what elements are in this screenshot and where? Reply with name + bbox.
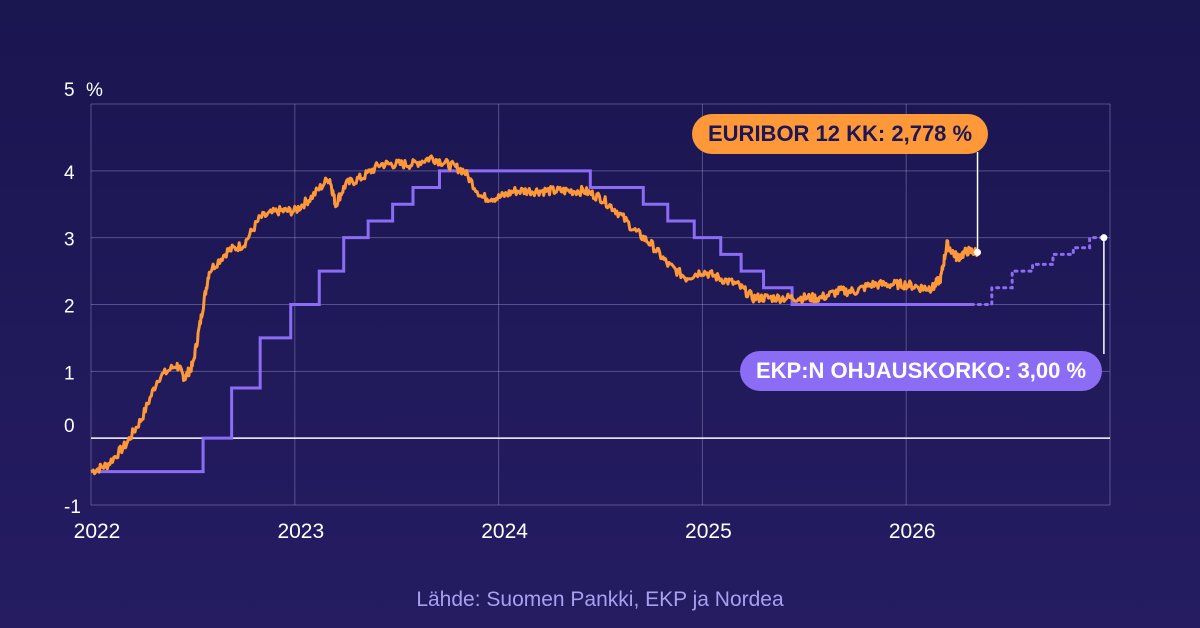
x-tick-label: 2022: [74, 520, 121, 543]
ekp-rate-forecast-line: [969, 236, 1106, 306]
y-tick-label: 2: [64, 297, 75, 318]
euribor-end-marker: [974, 248, 982, 256]
y-tick-label: 4: [64, 163, 75, 184]
y-tick-label: 1: [64, 363, 75, 384]
y-tick-label: 3: [64, 230, 75, 251]
source-note: Lähde: Suomen Pankki, EKP ja Nordea: [416, 588, 784, 611]
y-axis-unit: %: [86, 80, 103, 101]
series: [90, 154, 1106, 476]
y-tick-label: 0: [64, 416, 75, 437]
x-axis-labels: 2022 2023 2024 2025 2026: [74, 520, 936, 543]
y-tick-label: 5: [64, 80, 75, 101]
euribor-line: [90, 154, 979, 476]
x-tick-label: 2026: [889, 520, 936, 543]
grid: [90, 103, 1111, 506]
x-tick-label: 2024: [481, 520, 528, 543]
y-axis-labels: 5 4 3 2 1 0 -1: [64, 80, 81, 518]
euribor-callout: EURIBOR 12 KK: 2,778 %: [692, 114, 989, 154]
ekp-end-marker: [1100, 234, 1108, 242]
y-tick-label: -1: [64, 497, 81, 518]
callout-leaders: [974, 152, 1108, 354]
ekp-rate-line: [91, 169, 972, 474]
ekp-callout: EKP:N OHJAUSKORKO: 3,00 %: [740, 351, 1103, 391]
x-tick-label: 2025: [685, 520, 732, 543]
x-tick-label: 2023: [277, 520, 324, 543]
